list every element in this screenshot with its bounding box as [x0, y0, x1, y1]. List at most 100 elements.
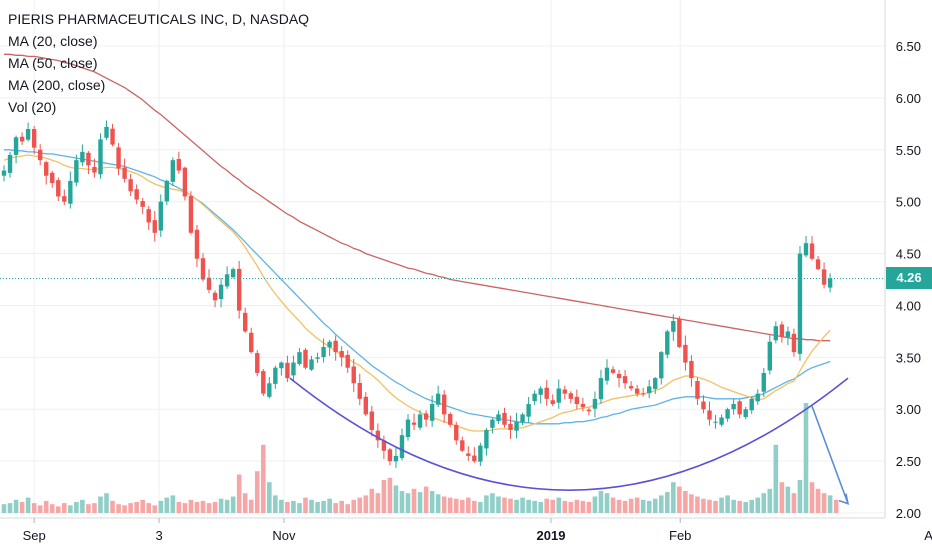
volume-bar	[610, 497, 616, 513]
candle-body	[206, 277, 212, 290]
volume-bar	[441, 496, 447, 513]
volume-bar	[526, 499, 531, 513]
candle-body	[604, 367, 610, 381]
price-tick-label: 3.00	[896, 402, 921, 417]
candle-body	[689, 360, 694, 379]
volume-bar	[224, 499, 230, 513]
candle-body	[31, 129, 37, 148]
volume-bar	[797, 480, 803, 513]
candle-body	[526, 404, 531, 417]
candle-body	[333, 340, 338, 353]
candle-body	[423, 413, 429, 420]
study-volume[interactable]: Vol (20)	[8, 99, 57, 115]
candle-body	[104, 126, 109, 138]
price-tick-label: 3.50	[896, 350, 921, 365]
volume-bar	[164, 497, 170, 513]
volume-bar	[417, 492, 423, 513]
volume-bar	[435, 494, 441, 513]
volume-bar	[236, 474, 242, 513]
volume-bar	[562, 500, 568, 513]
candle-body	[405, 419, 411, 438]
volume-bar	[423, 486, 429, 513]
candle-body	[568, 393, 574, 399]
candle-body	[279, 362, 284, 369]
candle-body	[797, 253, 803, 354]
time-axis[interactable]: Sep3Nov2019FebAprMayJun	[23, 518, 932, 543]
volume-bar	[303, 497, 308, 513]
price-tick-label: 6.50	[896, 39, 921, 54]
study-ma50[interactable]: MA (50, close)	[8, 55, 98, 71]
price-tick-label: 4.50	[896, 247, 921, 262]
candlesticks	[1, 120, 833, 468]
volume-bar	[285, 502, 290, 513]
volume-bar	[731, 499, 736, 513]
volume-bar	[646, 500, 652, 513]
candle-body	[86, 152, 91, 166]
volume-bar	[152, 505, 158, 513]
volume-bar	[761, 493, 767, 513]
candle-body	[152, 220, 157, 233]
trend-drawings[interactable]	[289, 377, 850, 505]
volume-bar	[188, 499, 194, 513]
arrow-line	[811, 405, 849, 504]
candle-body	[327, 341, 332, 348]
candle-body	[809, 243, 815, 259]
candle-body	[345, 354, 350, 368]
volume-bar	[616, 499, 622, 513]
volume-bar	[532, 500, 537, 513]
candle-body	[821, 269, 827, 285]
symbol-title[interactable]: PIERIS PHARMACEUTICALS INC, D, NASDAQ	[8, 11, 310, 27]
candle-body	[695, 381, 700, 399]
candle-body	[393, 455, 399, 462]
time-tick-label: 2019	[537, 528, 566, 543]
candle-body	[62, 196, 67, 202]
candle-body	[387, 449, 393, 462]
candle-body	[200, 258, 206, 280]
volume-bar	[634, 497, 640, 513]
candle-body	[212, 292, 218, 301]
candle-body	[351, 366, 356, 384]
volume-bar	[104, 493, 109, 513]
candle-body	[562, 389, 567, 394]
candle-body	[683, 344, 688, 363]
study-ma200[interactable]: MA (200, close)	[8, 77, 106, 93]
candle-body	[417, 414, 423, 428]
candle-body	[616, 373, 622, 379]
volume-bar	[98, 496, 103, 513]
candle-body	[369, 411, 375, 430]
volume-bar	[725, 495, 730, 513]
volume-bar	[80, 499, 85, 513]
candle-body	[827, 278, 833, 288]
study-ma20[interactable]: MA (20, close)	[8, 33, 98, 49]
volume-bar	[502, 497, 507, 513]
candle-body	[176, 158, 182, 171]
candle-body	[19, 136, 25, 142]
candle-body	[592, 398, 598, 409]
volume-bar	[652, 498, 658, 513]
candle-body	[80, 151, 85, 163]
volume-bar	[68, 505, 73, 513]
volume-bar	[429, 491, 435, 513]
candle-body	[647, 386, 652, 394]
candle-body	[725, 409, 730, 419]
price-tick-label: 6.00	[896, 91, 921, 106]
candle-body	[134, 189, 139, 200]
candle-body	[743, 409, 748, 418]
volume-bar	[86, 504, 91, 513]
volume-bar	[827, 495, 833, 513]
volume-bar	[182, 503, 188, 513]
candle-body	[411, 422, 417, 425]
volume-bar	[375, 493, 381, 513]
candle-body	[339, 351, 344, 358]
candle-body	[297, 352, 302, 364]
price-axis[interactable]: 2.00 2.50 3.00 3.50 4.00 4.50 5.00 5.50 6.00 6.50	[896, 39, 921, 521]
candle-body	[375, 430, 381, 441]
candle-body	[508, 423, 513, 430]
ma200-path	[4, 53, 831, 342]
volume-bar	[520, 497, 525, 513]
candle-body	[502, 412, 507, 425]
volume-bar	[478, 502, 483, 513]
volume-bar	[230, 496, 236, 513]
candle-body	[749, 398, 754, 411]
